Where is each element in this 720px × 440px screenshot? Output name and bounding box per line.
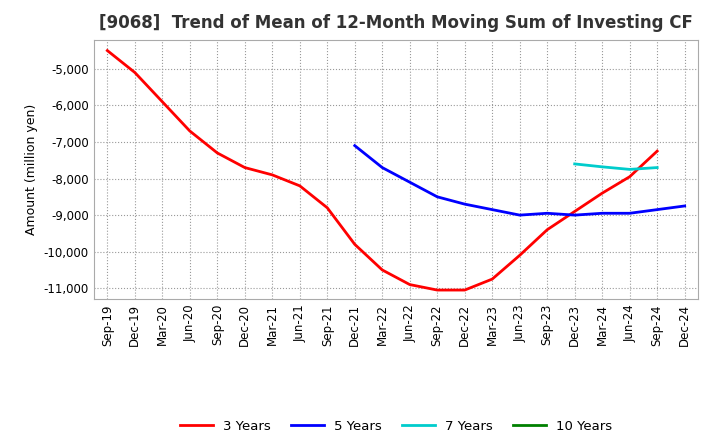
3 Years xyxy=(598,191,606,196)
Line: 3 Years: 3 Years xyxy=(107,51,657,290)
3 Years xyxy=(213,150,222,156)
3 Years xyxy=(295,183,304,188)
Line: 5 Years: 5 Years xyxy=(355,146,685,215)
5 Years xyxy=(378,165,387,170)
3 Years xyxy=(378,268,387,273)
Legend: 3 Years, 5 Years, 7 Years, 10 Years: 3 Years, 5 Years, 7 Years, 10 Years xyxy=(174,415,618,438)
7 Years xyxy=(626,167,634,172)
7 Years xyxy=(570,161,579,167)
5 Years xyxy=(680,203,689,209)
3 Years xyxy=(130,70,139,75)
3 Years xyxy=(516,253,524,258)
5 Years xyxy=(570,213,579,218)
3 Years xyxy=(570,209,579,214)
3 Years xyxy=(488,276,497,282)
7 Years xyxy=(598,164,606,169)
Line: 7 Years: 7 Years xyxy=(575,164,657,169)
3 Years xyxy=(268,172,276,177)
3 Years xyxy=(405,282,414,287)
5 Years xyxy=(598,211,606,216)
3 Years xyxy=(653,148,662,154)
3 Years xyxy=(433,287,441,293)
Y-axis label: Amount (million yen): Amount (million yen) xyxy=(25,104,38,235)
5 Years xyxy=(433,194,441,199)
Title: [9068]  Trend of Mean of 12-Month Moving Sum of Investing CF: [9068] Trend of Mean of 12-Month Moving … xyxy=(99,15,693,33)
5 Years xyxy=(460,202,469,207)
3 Years xyxy=(323,205,332,210)
5 Years xyxy=(351,143,359,148)
5 Years xyxy=(543,211,552,216)
3 Years xyxy=(543,227,552,232)
3 Years xyxy=(158,99,166,104)
5 Years xyxy=(488,207,497,212)
3 Years xyxy=(240,165,249,170)
5 Years xyxy=(653,207,662,212)
7 Years xyxy=(653,165,662,170)
5 Years xyxy=(516,213,524,218)
3 Years xyxy=(460,287,469,293)
3 Years xyxy=(103,48,112,53)
5 Years xyxy=(405,180,414,185)
3 Years xyxy=(351,242,359,247)
3 Years xyxy=(186,128,194,134)
3 Years xyxy=(626,174,634,180)
5 Years xyxy=(626,211,634,216)
